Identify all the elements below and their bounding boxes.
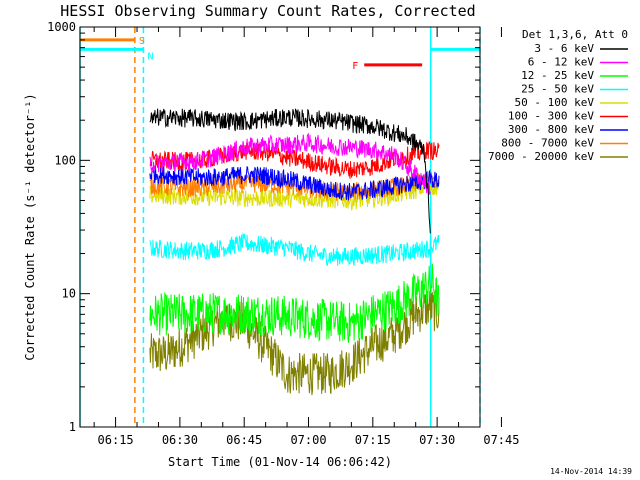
x-tick-label: 07:00 xyxy=(290,433,326,447)
y-tick-label: 1 xyxy=(69,420,76,434)
series-line xyxy=(149,263,440,343)
plot-frame xyxy=(79,26,481,428)
y-axis-label: Corrected Count Rate (s⁻¹ detector⁻¹) xyxy=(23,93,37,360)
axis-ticks: 1 10 100 1000 06:15 06:30 06:45 07:00 07:15 07:30… xyxy=(47,20,519,447)
legend-entry-label: 100 - 300 keV xyxy=(508,110,594,123)
x-tick-label: 06:30 xyxy=(162,433,198,447)
series-line xyxy=(149,132,431,196)
series-line xyxy=(149,232,440,266)
series-line xyxy=(149,108,431,234)
plot-area: SN F xyxy=(79,27,481,427)
x-tick-label: 07:15 xyxy=(355,433,391,447)
y-tick-label: 10 xyxy=(62,287,76,301)
x-axis-label: Start Time (01-Nov-14 06:06:42) xyxy=(168,455,392,469)
legend-entry-label: 7000 - 20000 keV xyxy=(488,150,594,163)
flag-label: S xyxy=(139,36,145,47)
legend-entry-label: 12 - 25 keV xyxy=(521,69,594,82)
flag-label: F xyxy=(352,61,358,72)
y-tick-label: 100 xyxy=(54,153,76,167)
legend-entry-label: 300 - 800 keV xyxy=(508,123,594,136)
x-tick-label: 07:30 xyxy=(419,433,455,447)
flag-label: N xyxy=(147,51,153,62)
x-tick-label: 07:45 xyxy=(483,433,519,447)
legend-entry-label: 50 - 100 keV xyxy=(515,96,595,109)
legend-entry-label: 3 - 6 keV xyxy=(534,42,594,55)
chart-title: HESSI Observing Summary Count Rates, Cor… xyxy=(60,2,475,20)
series-line xyxy=(149,164,440,201)
timestamp: 14-Nov-2014 14:39 xyxy=(550,467,632,476)
x-tick-label: 06:45 xyxy=(226,433,262,447)
legend-header: Det 1,3,6, Att 0 xyxy=(522,28,628,41)
y-tick-label: 1000 xyxy=(47,20,76,34)
legend-entry-label: 25 - 50 keV xyxy=(521,83,594,96)
legend-entry-label: 6 - 12 keV xyxy=(528,56,595,69)
x-tick-label: 06:15 xyxy=(98,433,134,447)
series-line xyxy=(149,177,440,211)
legend-entry-label: 800 - 7000 keV xyxy=(501,137,594,150)
